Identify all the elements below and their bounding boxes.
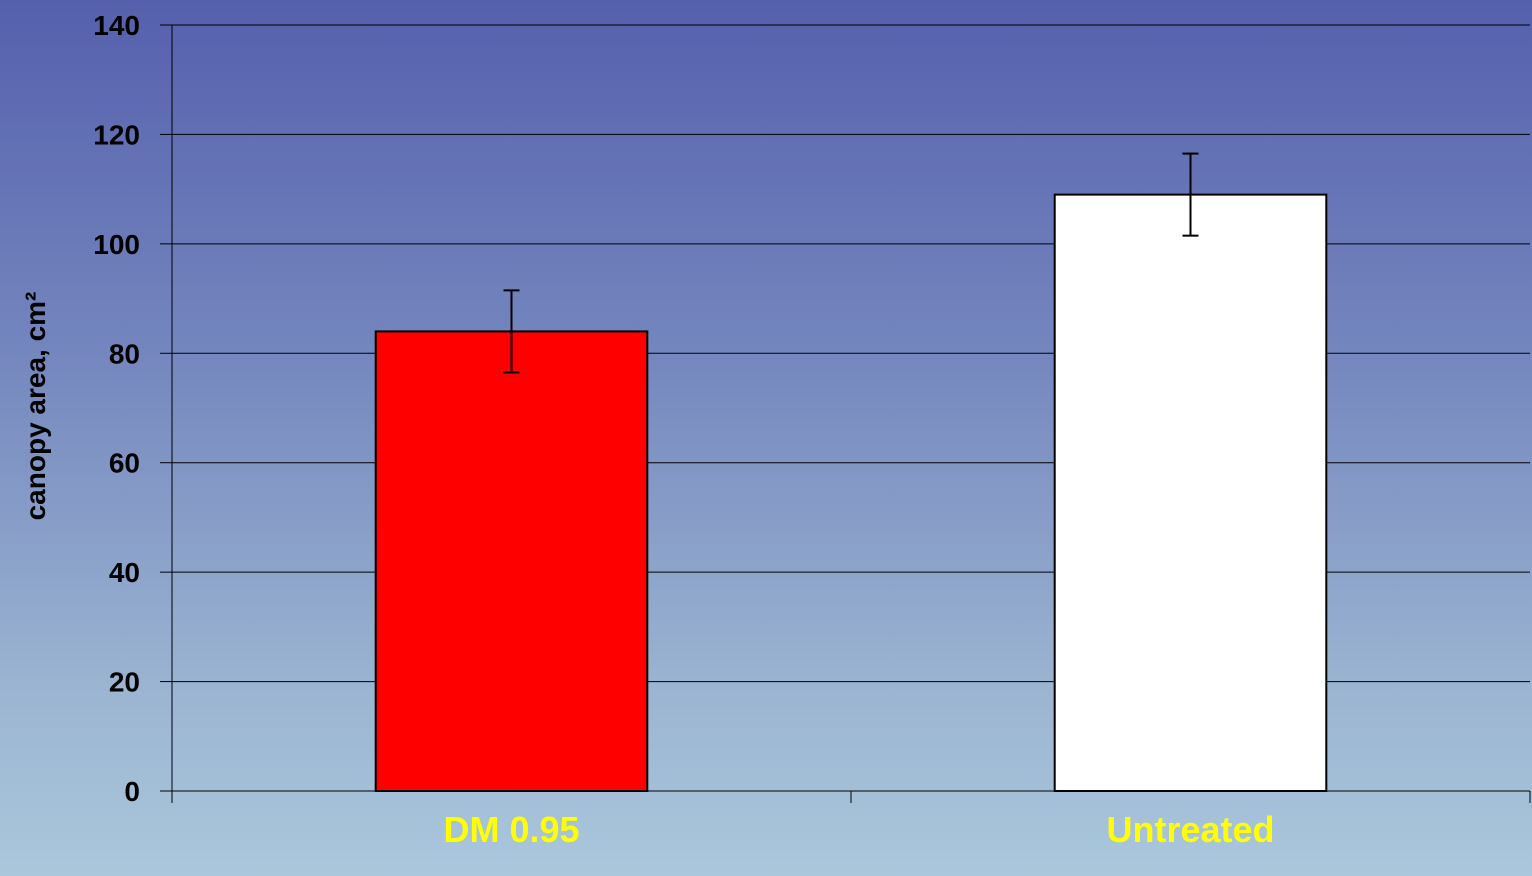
- bars: [374, 193, 1328, 793]
- y-tick-label: 120: [93, 119, 140, 150]
- y-tick-label: 100: [93, 229, 140, 260]
- y-tick-label: 60: [109, 448, 140, 479]
- y-tick-label: 80: [109, 338, 140, 369]
- x-category-label: Untreated: [1106, 809, 1274, 850]
- y-axis-title: canopy area, cm²: [20, 292, 51, 521]
- x-category-labels: DM 0.95 Untreated: [443, 809, 1274, 850]
- y-tick-label: 20: [109, 667, 140, 698]
- y-tick-label: 0: [124, 776, 140, 807]
- y-tick-labels: 0 20 40 60 80 100 120 140: [93, 10, 140, 807]
- error-bars: [503, 152, 1199, 374]
- x-category-label: DM 0.95: [443, 809, 579, 850]
- bar: [374, 330, 649, 792]
- bar: [1053, 193, 1328, 793]
- y-tick-label: 140: [93, 10, 140, 41]
- y-tick-label: 40: [109, 557, 140, 588]
